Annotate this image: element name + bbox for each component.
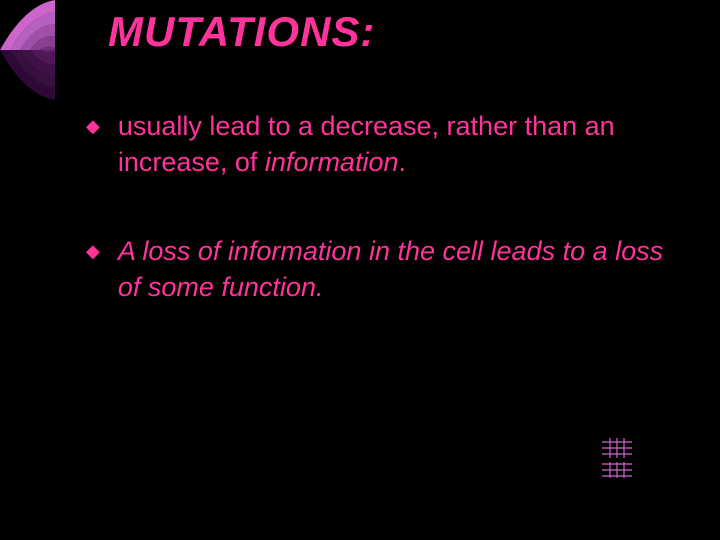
text-span: . (399, 147, 407, 177)
corner-fan-graphic (0, 0, 110, 100)
bullet-text: usually lead to a decrease, rather than … (118, 108, 680, 181)
text-span-italic: A loss of information in the cell leads … (118, 236, 663, 302)
bullet-marker-icon: ◆ (86, 241, 100, 262)
bullet-item: ◆ A loss of information in the cell lead… (86, 233, 680, 306)
bullet-text: A loss of information in the cell leads … (118, 233, 680, 306)
slide: MUTATIONS: ◆ usually lead to a decrease,… (0, 0, 720, 540)
footer-decorative-icon (598, 436, 636, 478)
bullet-list: ◆ usually lead to a decrease, rather tha… (86, 108, 680, 358)
slide-title: MUTATIONS: (108, 8, 375, 56)
text-span-italic: information (265, 147, 399, 177)
bullet-item: ◆ usually lead to a decrease, rather tha… (86, 108, 680, 181)
bullet-marker-icon: ◆ (86, 116, 100, 137)
